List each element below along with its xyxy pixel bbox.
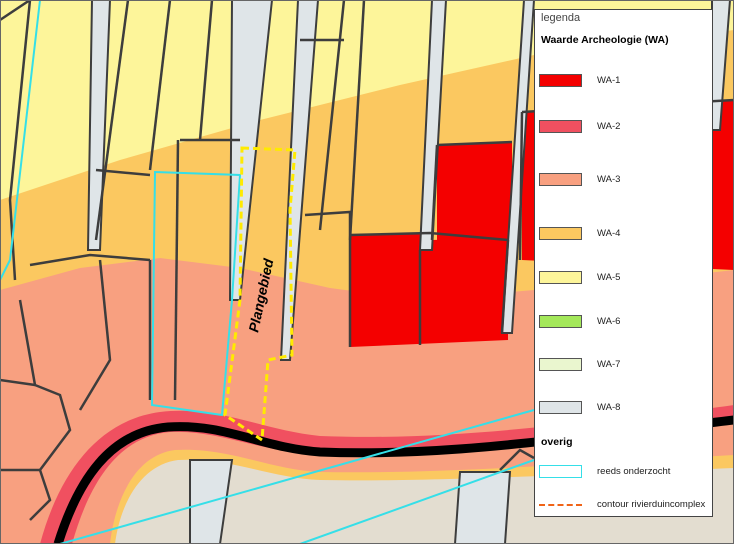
legend-item-wa-8: WA-8 — [539, 401, 709, 417]
zone-wa-1 — [437, 142, 512, 242]
legend-item-label: WA-4 — [597, 228, 621, 239]
plan-area-outline — [223, 146, 297, 443]
legend-item-wa-6: WA-6 — [539, 315, 709, 331]
map-legend: legenda Waarde Archeologie (WA) WA-1 WA-… — [534, 9, 713, 517]
legend-item-wa-1: WA-1 — [539, 74, 709, 90]
legend-item-label: WA-8 — [597, 402, 621, 413]
legend-item-wa-2: WA-2 — [539, 120, 709, 136]
legend-other-heading: overig — [541, 436, 573, 448]
legend-swatch — [539, 120, 582, 133]
legend-dashed-line — [539, 504, 582, 506]
legend-item-label: reeds onderzocht — [597, 466, 671, 477]
legend-item-wa-4: WA-4 — [539, 227, 709, 243]
surveyed-outlines — [0, 0, 535, 544]
wa-8-strips — [86, 0, 732, 544]
legend-item-wa-3: WA-3 — [539, 173, 709, 189]
legend-item-label: contour rivierduincomplex — [597, 499, 706, 510]
legend-title: legenda — [541, 12, 581, 24]
legend-swatch-outline — [539, 465, 582, 478]
legend-subtitle: Waarde Archeologie (WA) — [541, 34, 669, 46]
legend-item-label: WA-6 — [597, 316, 621, 327]
legend-swatch — [539, 74, 582, 87]
legend-item-label: WA-7 — [597, 359, 621, 370]
legend-item-label: WA-3 — [597, 174, 621, 185]
legend-swatch — [539, 315, 582, 328]
legend-item-label: WA-5 — [597, 272, 621, 283]
legend-swatch — [539, 227, 582, 240]
legend-swatch — [539, 271, 582, 284]
legend-item-surveyed: reeds onderzocht — [539, 465, 709, 481]
legend-item-wa-5: WA-5 — [539, 271, 709, 287]
legend-swatch — [539, 401, 582, 414]
parcel-lines — [0, 0, 734, 521]
legend-item-wa-7: WA-7 — [539, 358, 709, 374]
legend-item-label: WA-1 — [597, 75, 621, 86]
legend-swatch — [539, 358, 582, 371]
legend-item-dune-contour: contour rivierduincomplex — [539, 498, 709, 514]
legend-item-label: WA-2 — [597, 121, 621, 132]
zone-wa-1 — [350, 233, 508, 347]
legend-swatch — [539, 173, 582, 186]
